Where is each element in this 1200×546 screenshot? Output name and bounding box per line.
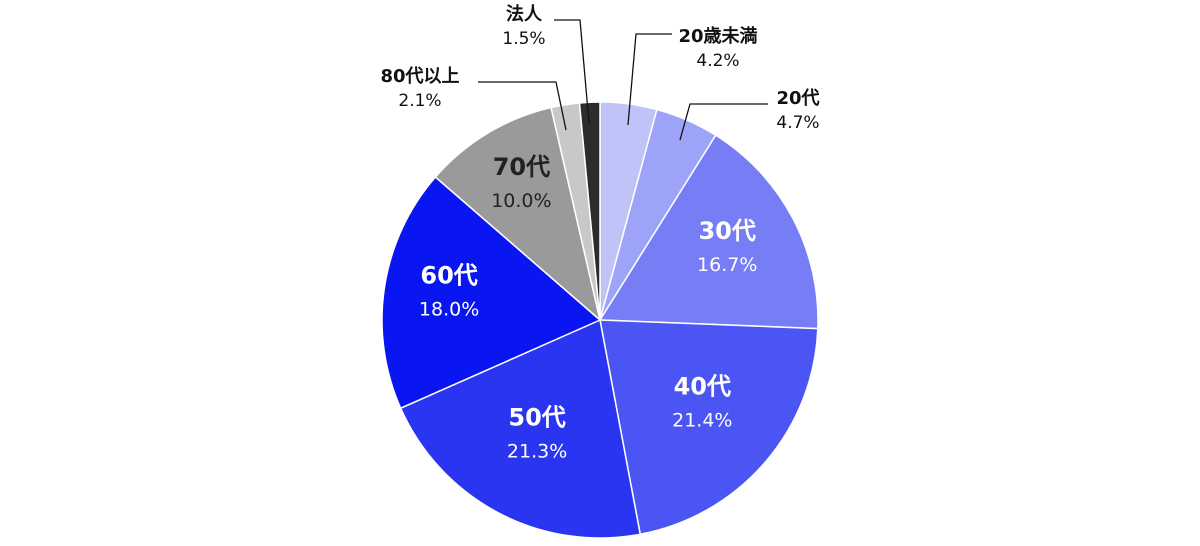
pie-slice — [578, 101, 601, 321]
pie-slice — [399, 318, 642, 539]
leader-line — [627, 33, 672, 126]
slice-value-label: 21.3% — [507, 441, 567, 463]
slice-name-label: 50代 — [508, 404, 565, 432]
pie-slices — [381, 101, 819, 539]
slice-name-label: 30代 — [698, 217, 755, 245]
leader-lines — [478, 19, 768, 141]
slice-name-label: 法人 — [506, 3, 543, 25]
slice-name-label: 20代 — [776, 88, 819, 109]
slice-value-label: 16.7% — [697, 254, 757, 276]
slice-value-label: 21.4% — [672, 409, 732, 431]
slice-name-label: 80代以上 — [380, 66, 459, 87]
slice-value-label: 4.7% — [776, 113, 819, 133]
slice-name-label: 60代 — [420, 261, 477, 289]
slice-value-label: 4.2% — [696, 51, 739, 71]
slice-value-label: 18.0% — [419, 298, 479, 320]
leader-line — [478, 81, 567, 131]
slice-labels: 20歳未満 4.2% 20代 4.7% 30代 16.7% 40代 21.4% 50代 21.3%… — [380, 3, 819, 463]
leader-line — [679, 103, 768, 141]
pie-slice — [599, 319, 819, 536]
slice-name-label: 40代 — [674, 372, 731, 400]
pie-slice — [598, 134, 819, 330]
slice-name-label: 70代 — [493, 153, 550, 181]
slice-value-label: 10.0% — [491, 190, 551, 212]
slice-value-label: 2.1% — [398, 91, 441, 111]
slice-value-label: 1.5% — [502, 29, 545, 49]
pie-slice — [381, 175, 602, 410]
leader-line — [554, 19, 590, 124]
slice-name-label: 20歳未満 — [678, 25, 757, 47]
pie-slice — [434, 106, 602, 323]
